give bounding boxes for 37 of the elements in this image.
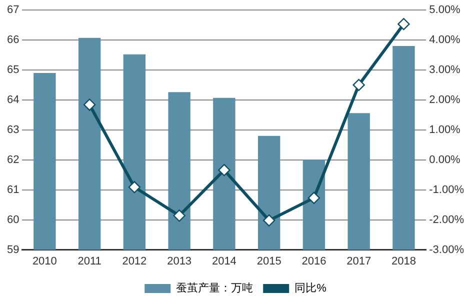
x-tick-label: 2018 xyxy=(391,255,416,268)
y2-tick-label: 3.00% xyxy=(429,64,461,76)
y2-tick-label: 1.00% xyxy=(429,124,461,136)
legend-label: 蚕茧产量：万吨 xyxy=(176,282,254,295)
y-tick-label: 64 xyxy=(6,94,20,106)
x-tick-label: 2010 xyxy=(32,255,57,268)
y2-tick-label: 2.00% xyxy=(429,94,461,106)
y-tick-label: 67 xyxy=(6,4,20,16)
x-tick-label: 2015 xyxy=(256,255,282,268)
y2-tick-label: 0.00% xyxy=(429,154,461,166)
x-tick-label: 2014 xyxy=(212,255,236,268)
y2-tick-label: -2.00% xyxy=(429,214,464,226)
y-tick-label: 60 xyxy=(6,214,20,226)
point xyxy=(218,164,230,176)
y-tick-label: 59 xyxy=(6,244,20,256)
point xyxy=(173,210,186,222)
legend-label: 同比% xyxy=(294,282,327,295)
y2-tick-label: 4.00% xyxy=(429,34,461,46)
y2-tick-label: -3.00% xyxy=(429,244,464,256)
point xyxy=(262,214,276,227)
point xyxy=(398,18,410,30)
point xyxy=(352,78,365,92)
x-tick-label: 2016 xyxy=(302,255,326,268)
y-tick-label: 63 xyxy=(6,124,20,136)
y-tick-label: 61 xyxy=(6,184,20,196)
x-tick-label: 2011 xyxy=(78,255,102,268)
y2-tick-label: -1.00% xyxy=(429,184,464,196)
y2-tick-label: 5.00% xyxy=(429,4,461,16)
point xyxy=(308,192,320,204)
y-tick-label: 66 xyxy=(6,34,20,46)
point xyxy=(128,181,141,194)
x-tick-label: 2013 xyxy=(167,255,192,268)
y-tick-label: 62 xyxy=(6,154,20,166)
x-tick-label: 2012 xyxy=(122,255,147,268)
y-tick-label: 65 xyxy=(6,64,20,76)
point xyxy=(83,98,96,111)
x-tick-label: 2017 xyxy=(346,255,372,268)
